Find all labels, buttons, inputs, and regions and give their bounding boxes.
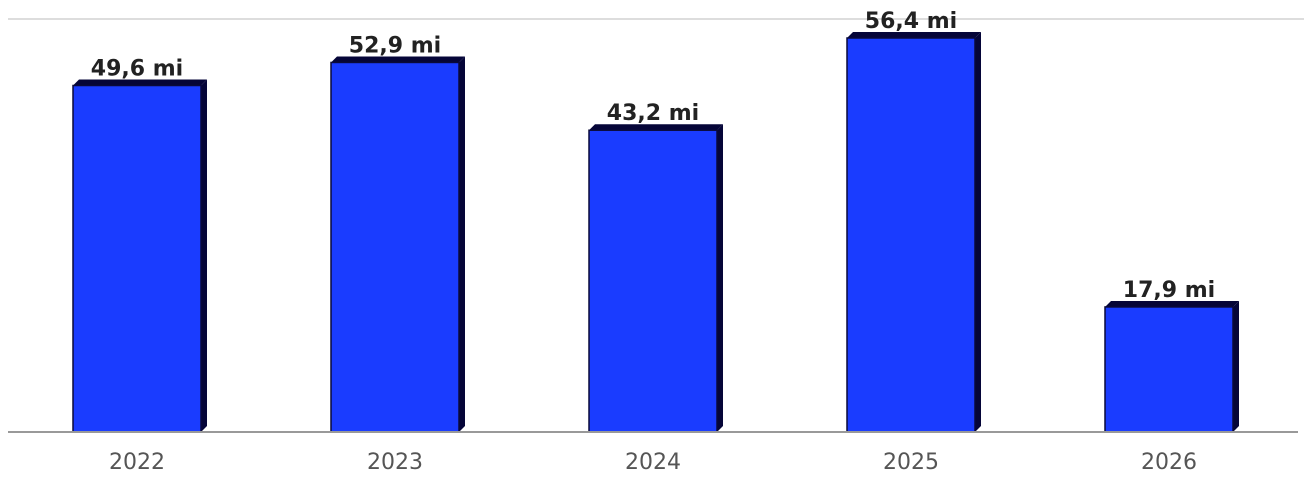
bar-value-label: 49,6 mi bbox=[91, 57, 183, 82]
bar-shadow-side bbox=[975, 32, 981, 432]
bar-shadow-side bbox=[717, 124, 723, 432]
bars-group: 49,6 mi 52,9 mi 43,2 mi 56,4 mi 17,9 mi bbox=[72, 9, 1239, 433]
bar-shadow-top bbox=[847, 32, 981, 38]
bar-shadow-top bbox=[73, 79, 207, 86]
bar-value-label: 52,9 mi bbox=[349, 33, 441, 58]
x-tick-label: 2024 bbox=[625, 450, 681, 475]
bar-2024 bbox=[588, 129, 718, 433]
bar-shadow-side bbox=[459, 56, 465, 433]
bar-2025 bbox=[846, 37, 976, 433]
bar-2022 bbox=[72, 84, 202, 433]
bar-value-label: 43,2 mi bbox=[607, 101, 699, 126]
x-tick-labels: 2022 2023 2024 2025 2026 bbox=[109, 450, 1197, 475]
bar-shadow-top bbox=[589, 124, 723, 131]
bar-shadow-side bbox=[201, 79, 207, 433]
x-tick-label: 2023 bbox=[367, 450, 423, 475]
bar-shadow-top bbox=[331, 56, 465, 63]
bar-2023 bbox=[330, 61, 460, 433]
bar-value-label: 17,9 mi bbox=[1123, 278, 1215, 303]
bar-2026 bbox=[1104, 306, 1234, 433]
bar-shadow-top bbox=[1105, 300, 1239, 307]
x-tick-label: 2026 bbox=[1141, 450, 1197, 475]
bar-value-label: 56,4 mi bbox=[865, 9, 957, 34]
bar-shadow-side bbox=[1233, 300, 1239, 432]
x-tick-label: 2022 bbox=[109, 450, 165, 475]
x-tick-label: 2025 bbox=[883, 450, 939, 475]
